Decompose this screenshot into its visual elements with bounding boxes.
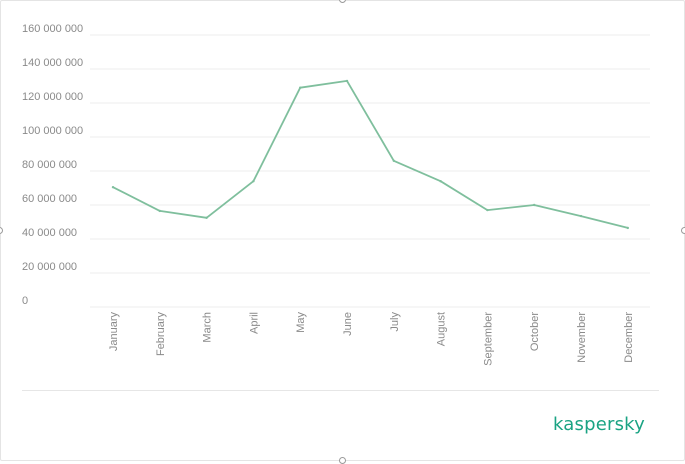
y-tick-label: 120 000 000 bbox=[22, 91, 83, 103]
gridlines bbox=[90, 34, 650, 308]
y-tick-label: 140 000 000 bbox=[22, 57, 83, 69]
data-point bbox=[392, 159, 395, 162]
data-point bbox=[579, 214, 583, 218]
x-tick-label: April bbox=[248, 312, 260, 334]
resize-handle-right-icon[interactable] bbox=[681, 227, 685, 234]
data-point bbox=[439, 180, 442, 183]
y-tick-label: 40 000 000 bbox=[22, 227, 77, 239]
x-axis-ticks: January February March April May June July Augu… bbox=[108, 312, 635, 366]
x-tick-label: January bbox=[108, 312, 120, 352]
x-tick-label: June bbox=[342, 312, 354, 336]
data-point bbox=[205, 216, 208, 219]
data-point bbox=[345, 79, 349, 83]
kaspersky-logo: kaspersky bbox=[552, 414, 645, 435]
series-layer bbox=[111, 79, 629, 230]
y-tick-label: 20 000 000 bbox=[22, 261, 77, 273]
footer-divider bbox=[22, 390, 659, 391]
series-line bbox=[112, 80, 629, 229]
y-tick-label: 60 000 000 bbox=[22, 193, 77, 205]
y-tick-label: 0 bbox=[22, 295, 28, 307]
x-tick-label: February bbox=[155, 312, 167, 357]
y-tick-label: 160 000 000 bbox=[22, 23, 83, 35]
data-point bbox=[533, 203, 536, 207]
x-tick-label: October bbox=[529, 312, 541, 351]
data-point bbox=[111, 185, 115, 189]
x-tick-label: March bbox=[202, 312, 214, 343]
x-tick-label: July bbox=[389, 312, 401, 332]
x-tick-label: December bbox=[623, 312, 635, 363]
data-point bbox=[626, 226, 629, 230]
data-point bbox=[158, 209, 161, 213]
y-tick-label: 80 000 000 bbox=[22, 159, 77, 171]
x-tick-label: November bbox=[576, 312, 588, 363]
x-tick-label: September bbox=[482, 312, 494, 366]
x-tick-label: May bbox=[295, 312, 307, 333]
data-point bbox=[252, 180, 255, 183]
data-point bbox=[486, 208, 489, 212]
y-axis-ticks: 0 20 000 000 40 000 000 60 000 000 80 000 00… bbox=[22, 23, 83, 307]
x-tick-label: August bbox=[436, 312, 448, 346]
y-tick-label: 100 000 000 bbox=[22, 125, 83, 137]
data-point bbox=[299, 86, 302, 89]
